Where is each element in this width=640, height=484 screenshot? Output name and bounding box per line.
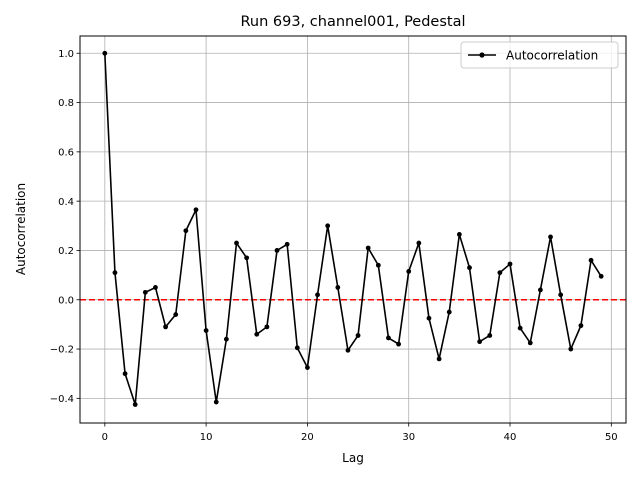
data-point	[345, 347, 351, 353]
y-tick-label: 0.8	[58, 98, 74, 109]
y-tick-label: −0.4	[50, 394, 74, 405]
data-point	[467, 265, 472, 271]
legend-label-autocorrelation: Autocorrelation	[506, 49, 598, 63]
data-point	[132, 402, 138, 407]
data-point	[234, 240, 239, 246]
data-point	[274, 248, 280, 253]
data-point	[102, 50, 108, 56]
data-point	[193, 207, 199, 213]
data-point	[294, 345, 300, 351]
y-tick-label: 0.4	[58, 197, 74, 208]
data-point	[305, 365, 310, 370]
legend: Autocorrelation	[460, 41, 619, 69]
data-point	[325, 223, 331, 229]
data-point	[284, 241, 290, 247]
data-point	[203, 328, 209, 333]
series-group	[102, 50, 604, 407]
x-tick-label: 0	[102, 432, 108, 443]
data-point	[538, 287, 543, 293]
data-point	[487, 333, 493, 338]
data-point	[507, 261, 513, 267]
series-line-autocorrelation	[104, 53, 602, 406]
chart-title: Run 693, channel001, Pedestal	[240, 14, 465, 30]
data-point	[406, 269, 412, 274]
data-point	[163, 324, 168, 330]
x-tick-label: 30	[402, 432, 415, 443]
legend-marker-swatch	[479, 52, 485, 58]
y-axis-label: Autocorrelation	[14, 183, 28, 275]
data-point	[335, 285, 341, 290]
data-point	[588, 257, 594, 263]
y-tick-label: 0.6	[58, 147, 74, 158]
data-point	[568, 346, 574, 352]
data-point	[446, 309, 452, 315]
y-tick-label: −0.2	[50, 345, 74, 356]
data-point	[578, 323, 584, 329]
data-point	[173, 312, 179, 317]
data-point	[426, 315, 432, 321]
plot-frame	[79, 35, 627, 424]
data-point	[456, 232, 462, 237]
data-point	[264, 324, 270, 330]
data-point	[112, 270, 118, 276]
data-point	[386, 335, 391, 341]
data-point	[315, 292, 320, 298]
data-point	[497, 270, 503, 276]
axis-ticks: 0 10 20 30 40 50 −0.4 −0.2 0.0 0.2 0.4 0.6 0.8 1.0	[50, 49, 618, 443]
data-point	[142, 289, 148, 295]
y-tick-label: 0.2	[58, 246, 74, 257]
data-point	[122, 371, 128, 377]
data-point	[355, 333, 361, 338]
data-point	[598, 273, 604, 279]
y-tick-label: 1.0	[58, 49, 74, 60]
x-tick-label: 40	[504, 432, 517, 443]
x-tick-label: 10	[200, 432, 213, 443]
x-axis-label: Lag	[342, 451, 364, 465]
data-point	[153, 285, 158, 290]
data-point	[254, 331, 260, 337]
data-point	[477, 339, 483, 345]
legend-box	[460, 41, 619, 69]
data-point	[527, 340, 533, 346]
data-point	[365, 245, 371, 251]
data-point	[558, 292, 564, 298]
data-point	[517, 325, 523, 331]
data-point	[183, 228, 189, 234]
x-tick-label: 20	[301, 432, 314, 443]
y-tick-label: 0.0	[58, 295, 74, 306]
data-point	[548, 234, 553, 240]
data-point	[244, 255, 250, 261]
data-point	[213, 399, 219, 405]
x-tick-label: 50	[605, 432, 618, 443]
data-point	[375, 262, 381, 268]
data-point	[416, 240, 422, 246]
data-point	[436, 356, 442, 362]
data-point	[223, 336, 229, 342]
data-point	[396, 341, 401, 347]
